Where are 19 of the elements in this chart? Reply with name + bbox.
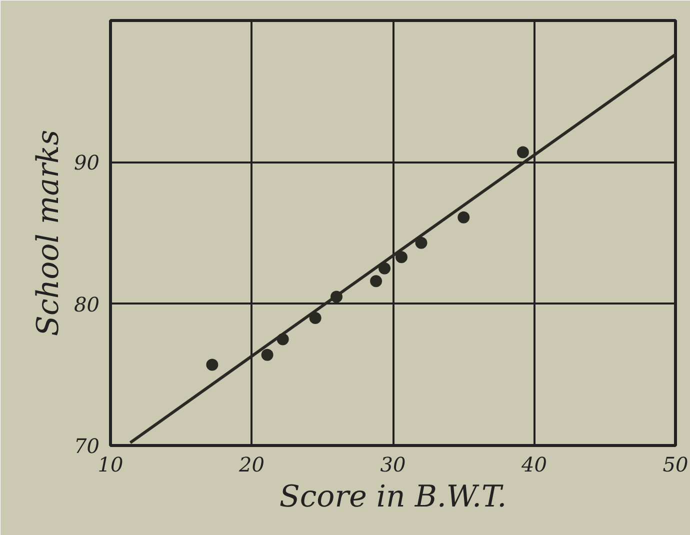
point: [395, 251, 408, 264]
x-tick-label: 40: [520, 452, 548, 476]
point: [206, 358, 218, 371]
y-axis-title: School marks: [31, 130, 66, 336]
point: [370, 275, 382, 288]
point: [378, 262, 391, 274]
x-axis-title: Score in B.W.T.: [279, 480, 507, 514]
point: [261, 348, 274, 361]
point: [516, 146, 529, 158]
point: [309, 312, 322, 324]
y-tick-label: 90: [74, 150, 100, 175]
point: [458, 211, 470, 224]
y-tick-label: 80: [74, 292, 100, 316]
x-tick-label: 50: [662, 452, 688, 476]
x-tick-label: 30: [380, 452, 406, 476]
x-tick-label: 10: [98, 452, 124, 476]
point: [415, 236, 428, 249]
x-tick-label: 20: [238, 452, 265, 476]
y-tick-label: 70: [74, 434, 100, 458]
